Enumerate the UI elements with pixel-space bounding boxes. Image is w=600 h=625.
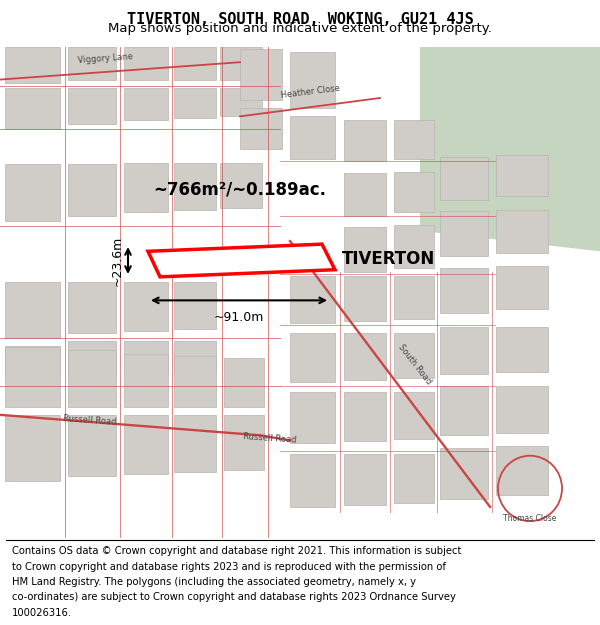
Text: TIVERTON, SOUTH ROAD, WOKING, GU21 4JS: TIVERTON, SOUTH ROAD, WOKING, GU21 4JS bbox=[127, 12, 473, 27]
FancyBboxPatch shape bbox=[174, 341, 216, 372]
FancyBboxPatch shape bbox=[124, 341, 168, 374]
Text: HM Land Registry. The polygons (including the associated geometry, namely x, y: HM Land Registry. The polygons (includin… bbox=[12, 577, 416, 587]
FancyBboxPatch shape bbox=[220, 88, 262, 116]
FancyBboxPatch shape bbox=[174, 415, 216, 472]
Text: 100026316.: 100026316. bbox=[12, 608, 72, 618]
Text: ~23.6m: ~23.6m bbox=[111, 236, 124, 286]
FancyBboxPatch shape bbox=[344, 121, 386, 161]
FancyBboxPatch shape bbox=[496, 327, 548, 372]
FancyBboxPatch shape bbox=[68, 282, 116, 333]
FancyBboxPatch shape bbox=[68, 341, 116, 376]
FancyBboxPatch shape bbox=[220, 47, 262, 79]
Text: to Crown copyright and database rights 2023 and is reproduced with the permissio: to Crown copyright and database rights 2… bbox=[12, 561, 446, 571]
FancyBboxPatch shape bbox=[5, 47, 60, 82]
Text: Map shows position and indicative extent of the property.: Map shows position and indicative extent… bbox=[108, 22, 492, 35]
FancyBboxPatch shape bbox=[5, 282, 60, 338]
FancyBboxPatch shape bbox=[344, 276, 386, 321]
FancyBboxPatch shape bbox=[174, 47, 216, 79]
FancyBboxPatch shape bbox=[440, 268, 488, 312]
Text: ~766m²/~0.189ac.: ~766m²/~0.189ac. bbox=[154, 181, 326, 199]
FancyBboxPatch shape bbox=[394, 333, 434, 378]
FancyBboxPatch shape bbox=[5, 346, 60, 379]
FancyBboxPatch shape bbox=[68, 88, 116, 124]
Text: ~91.0m: ~91.0m bbox=[214, 311, 264, 324]
FancyBboxPatch shape bbox=[394, 454, 434, 503]
FancyBboxPatch shape bbox=[124, 282, 168, 331]
Text: Thomas Close: Thomas Close bbox=[503, 514, 557, 523]
FancyBboxPatch shape bbox=[124, 415, 168, 474]
FancyBboxPatch shape bbox=[394, 276, 434, 319]
FancyBboxPatch shape bbox=[174, 88, 216, 118]
FancyBboxPatch shape bbox=[220, 163, 262, 208]
FancyBboxPatch shape bbox=[496, 446, 548, 494]
FancyBboxPatch shape bbox=[290, 392, 335, 444]
FancyBboxPatch shape bbox=[440, 386, 488, 435]
FancyBboxPatch shape bbox=[124, 47, 168, 79]
FancyBboxPatch shape bbox=[394, 121, 434, 159]
FancyBboxPatch shape bbox=[68, 164, 116, 216]
Text: co-ordinates) are subject to Crown copyright and database rights 2023 Ordnance S: co-ordinates) are subject to Crown copyr… bbox=[12, 592, 456, 602]
FancyBboxPatch shape bbox=[496, 266, 548, 309]
FancyBboxPatch shape bbox=[124, 163, 168, 212]
FancyBboxPatch shape bbox=[440, 327, 488, 374]
FancyBboxPatch shape bbox=[174, 163, 216, 211]
Text: Russell Road: Russell Road bbox=[243, 432, 297, 444]
FancyBboxPatch shape bbox=[440, 158, 488, 200]
Text: TIVERTON: TIVERTON bbox=[342, 251, 435, 269]
FancyBboxPatch shape bbox=[290, 52, 335, 108]
FancyBboxPatch shape bbox=[5, 348, 60, 407]
FancyBboxPatch shape bbox=[344, 227, 386, 272]
FancyBboxPatch shape bbox=[240, 49, 282, 100]
FancyBboxPatch shape bbox=[496, 211, 548, 253]
FancyBboxPatch shape bbox=[224, 357, 264, 407]
FancyBboxPatch shape bbox=[174, 282, 216, 329]
FancyBboxPatch shape bbox=[344, 173, 386, 216]
FancyBboxPatch shape bbox=[344, 454, 386, 505]
FancyBboxPatch shape bbox=[240, 108, 282, 149]
FancyBboxPatch shape bbox=[344, 333, 386, 380]
Text: Viggory Lane: Viggory Lane bbox=[77, 52, 133, 65]
FancyBboxPatch shape bbox=[5, 164, 60, 221]
FancyBboxPatch shape bbox=[124, 354, 168, 407]
Polygon shape bbox=[420, 47, 600, 251]
FancyBboxPatch shape bbox=[290, 333, 335, 382]
FancyBboxPatch shape bbox=[290, 454, 335, 507]
Text: South Road: South Road bbox=[397, 342, 433, 386]
Text: Contains OS data © Crown copyright and database right 2021. This information is : Contains OS data © Crown copyright and d… bbox=[12, 546, 461, 556]
FancyBboxPatch shape bbox=[440, 211, 488, 256]
FancyBboxPatch shape bbox=[174, 356, 216, 407]
Polygon shape bbox=[148, 244, 335, 277]
FancyBboxPatch shape bbox=[68, 351, 116, 407]
FancyBboxPatch shape bbox=[394, 225, 434, 268]
FancyBboxPatch shape bbox=[68, 47, 116, 79]
FancyBboxPatch shape bbox=[290, 116, 335, 159]
FancyBboxPatch shape bbox=[5, 415, 60, 481]
FancyBboxPatch shape bbox=[440, 448, 488, 499]
Text: Russell Road: Russell Road bbox=[63, 414, 117, 427]
FancyBboxPatch shape bbox=[290, 276, 335, 323]
FancyBboxPatch shape bbox=[496, 155, 548, 196]
FancyBboxPatch shape bbox=[124, 88, 168, 121]
FancyBboxPatch shape bbox=[344, 392, 386, 441]
FancyBboxPatch shape bbox=[394, 392, 434, 439]
Text: Heather Close: Heather Close bbox=[280, 84, 340, 100]
FancyBboxPatch shape bbox=[394, 172, 434, 212]
FancyBboxPatch shape bbox=[224, 415, 264, 470]
FancyBboxPatch shape bbox=[68, 415, 116, 476]
FancyBboxPatch shape bbox=[496, 386, 548, 433]
FancyBboxPatch shape bbox=[5, 88, 60, 129]
